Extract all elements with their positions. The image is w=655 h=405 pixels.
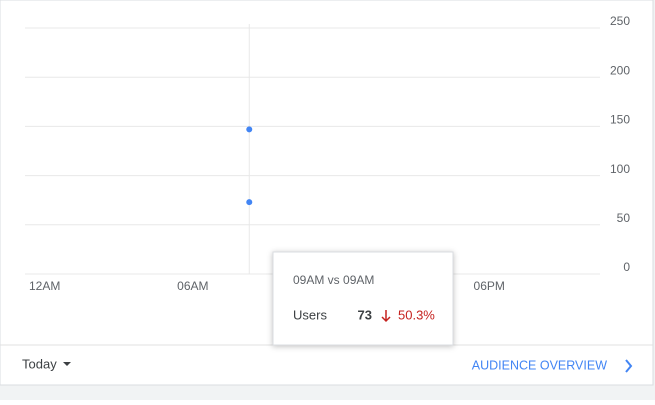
tooltip-title: 09AM vs 09AM xyxy=(293,273,374,287)
date-range[interactable]: Today xyxy=(22,356,57,371)
audience-link[interactable]: AUDIENCE OVERVIEW xyxy=(472,358,607,372)
chevron[interactable] xyxy=(625,359,633,373)
hover-dot xyxy=(246,126,253,133)
tooltip-metric: Users xyxy=(293,307,327,322)
y-tick-label: 250 xyxy=(610,14,630,28)
tooltip-value: 73 xyxy=(358,307,372,322)
plot: 05010015020025012AM06AM12PM06PM xyxy=(25,14,630,293)
tooltip-box xyxy=(272,251,454,346)
tooltip-change: 50.3% xyxy=(398,307,435,322)
x-tick-label: 12AM xyxy=(29,279,60,293)
y-tick-label: 50 xyxy=(617,211,631,225)
y-tick-label: 100 xyxy=(610,162,630,176)
x-tick-label: 06AM xyxy=(177,279,208,293)
tooltip: 09AM vs 09AM Users 73 50.3% xyxy=(272,251,454,346)
x-tick-label: 06PM xyxy=(474,279,505,293)
down-arrow xyxy=(381,310,391,323)
dropdown-caret[interactable] xyxy=(63,362,71,366)
y-tick-label: 0 xyxy=(623,260,630,274)
y-tick-label: 150 xyxy=(610,113,630,127)
y-tick-label: 200 xyxy=(610,63,630,77)
hover-dot xyxy=(246,199,253,206)
